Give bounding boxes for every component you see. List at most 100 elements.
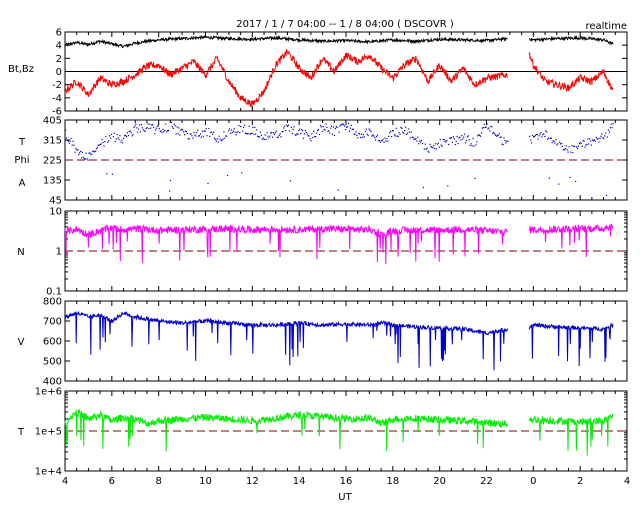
data-point xyxy=(461,135,463,137)
data-point xyxy=(394,135,396,137)
data-point xyxy=(184,130,187,132)
series-bz xyxy=(528,52,614,92)
data-point xyxy=(422,186,424,189)
data-point xyxy=(535,134,537,136)
data-point xyxy=(222,138,224,140)
data-point xyxy=(155,127,158,129)
data-point xyxy=(182,129,184,131)
series-speed xyxy=(64,310,509,371)
data-point xyxy=(139,124,141,126)
data-point xyxy=(225,135,227,137)
data-point xyxy=(425,148,427,150)
data-point xyxy=(341,124,343,126)
data-point xyxy=(180,129,182,131)
data-point xyxy=(271,131,273,133)
data-point xyxy=(565,145,567,147)
panel-density: 10 1 0.1 N xyxy=(17,207,628,298)
data-point xyxy=(77,149,79,151)
data-point xyxy=(393,134,395,136)
data-point xyxy=(351,128,353,130)
chart-panels: 6420-2-4-6Bt,Bz40531522513545TPhiA1010.1… xyxy=(8,28,630,488)
data-point xyxy=(389,132,391,134)
data-point xyxy=(363,136,365,138)
data-point xyxy=(423,148,425,150)
y-tick-label: 135 xyxy=(43,176,62,187)
data-point xyxy=(575,180,577,182)
data-point xyxy=(75,148,77,150)
data-point xyxy=(172,127,174,129)
data-point xyxy=(595,136,597,138)
data-point xyxy=(109,135,111,137)
data-point xyxy=(81,151,84,153)
data-point xyxy=(150,127,152,129)
data-point xyxy=(446,140,448,142)
data-point xyxy=(94,151,96,153)
data-point xyxy=(592,140,594,142)
data-point xyxy=(272,132,275,134)
data-point xyxy=(132,134,134,136)
data-point xyxy=(545,130,547,132)
data-point xyxy=(477,135,479,137)
data-point xyxy=(144,130,146,132)
data-point xyxy=(475,144,477,146)
data-point xyxy=(175,133,177,135)
data-point xyxy=(487,128,489,130)
data-point xyxy=(221,139,223,141)
y-tick-label: 1e+4 xyxy=(35,467,62,478)
data-point xyxy=(563,149,565,151)
data-point xyxy=(313,130,315,132)
data-point xyxy=(169,179,172,182)
data-point xyxy=(587,138,589,140)
data-point xyxy=(488,127,490,129)
data-point xyxy=(321,130,323,132)
data-point xyxy=(330,127,332,129)
data-point xyxy=(495,135,498,137)
data-point xyxy=(250,133,252,135)
data-point xyxy=(65,137,68,139)
data-point xyxy=(361,133,363,135)
data-point xyxy=(344,125,346,127)
y-tick-label: 400 xyxy=(43,377,62,388)
data-point xyxy=(168,129,170,132)
data-point xyxy=(443,138,445,141)
data-point xyxy=(128,131,130,133)
data-point xyxy=(227,174,229,177)
data-point xyxy=(246,133,248,135)
data-point xyxy=(439,138,441,141)
data-point xyxy=(328,130,330,132)
data-point xyxy=(585,144,587,146)
data-point xyxy=(348,130,350,132)
data-point xyxy=(590,140,592,142)
data-point xyxy=(204,130,206,132)
y-tick-label: -6 xyxy=(52,107,62,118)
data-point xyxy=(67,140,69,142)
data-point xyxy=(489,130,491,132)
data-point xyxy=(179,134,181,136)
data-point xyxy=(78,154,80,156)
data-point xyxy=(217,141,219,143)
x-tick-label: 20 xyxy=(433,476,446,487)
data-point xyxy=(249,133,251,135)
data-point xyxy=(447,185,449,187)
data-point xyxy=(594,140,596,142)
data-point xyxy=(130,132,132,134)
data-point xyxy=(157,125,159,127)
data-point xyxy=(465,140,468,142)
data-point xyxy=(449,137,451,139)
data-point xyxy=(463,136,465,138)
y-tick-label: 0.1 xyxy=(46,287,62,298)
data-point xyxy=(334,128,336,130)
data-point xyxy=(299,128,301,130)
y-tick-label: 1e+5 xyxy=(35,427,62,438)
data-point xyxy=(87,159,89,161)
data-point xyxy=(117,137,119,139)
data-point xyxy=(239,131,241,134)
data-point xyxy=(466,136,468,138)
data-point xyxy=(74,151,76,153)
data-point xyxy=(210,131,212,134)
data-point xyxy=(104,141,106,143)
data-point xyxy=(337,189,339,191)
data-point xyxy=(380,139,382,142)
data-point xyxy=(199,133,202,135)
realtime-label: realtime xyxy=(585,21,627,32)
